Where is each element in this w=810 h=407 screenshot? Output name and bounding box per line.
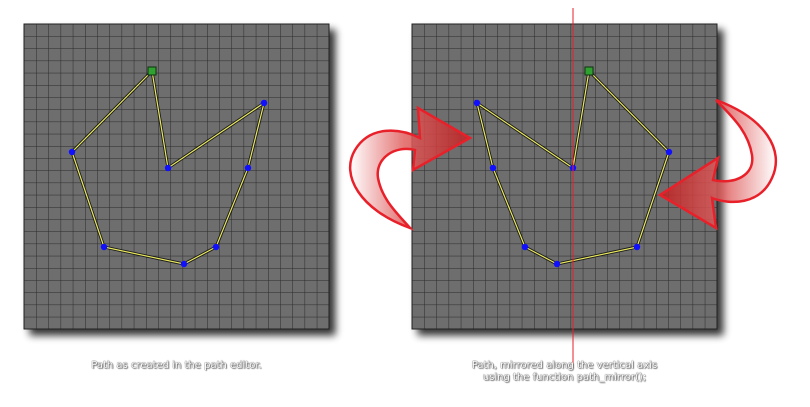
left-path <box>68 66 268 268</box>
left-path-point <box>68 148 76 156</box>
left-curved-arrow-icon <box>348 105 473 231</box>
right-caption-line1: Path, mirrored along the vertical axis <box>471 360 658 371</box>
right-grid-panel <box>411 23 718 330</box>
right-path-point <box>633 243 641 251</box>
right-path <box>473 66 673 268</box>
right-caption-line2: using the function path_mirror(); <box>482 372 647 383</box>
right-caption: Path, mirrored along the vertical axis u… <box>412 360 717 384</box>
left-grid-panel <box>23 23 330 330</box>
right-path-point <box>473 99 481 107</box>
left-caption-line1: Path as created in the path editor. <box>91 360 262 371</box>
right-curved-arrow-icon <box>657 98 778 231</box>
right-path-point <box>489 164 497 172</box>
right-path-point <box>553 260 561 268</box>
left-path-point <box>212 243 220 251</box>
right-path-point <box>665 148 673 156</box>
left-path-point <box>164 164 172 172</box>
left-caption: Path as created in the path editor. <box>24 360 329 372</box>
left-path-point <box>260 99 268 107</box>
right-start-point <box>584 66 594 76</box>
right-path-point <box>521 243 529 251</box>
left-path-point <box>100 243 108 251</box>
left-start-point <box>147 66 157 76</box>
left-path-point <box>180 260 188 268</box>
left-path-point <box>244 164 252 172</box>
